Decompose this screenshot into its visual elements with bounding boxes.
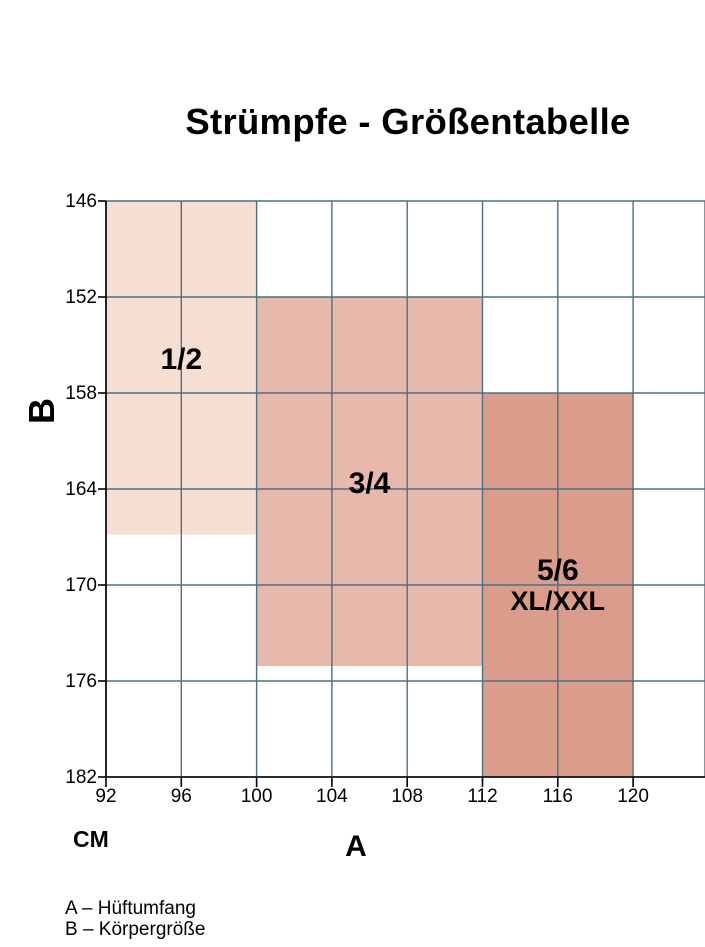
svg-text:112: 112 bbox=[467, 786, 497, 807]
svg-text:B – Körpergröße: B – Körpergröße bbox=[65, 919, 205, 940]
svg-text:A: A bbox=[345, 830, 367, 863]
svg-text:3/4: 3/4 bbox=[349, 467, 391, 500]
svg-text:1/2: 1/2 bbox=[160, 343, 202, 376]
svg-text:182: 182 bbox=[65, 767, 97, 788]
svg-text:A – Hüftumfang: A – Hüftumfang bbox=[65, 898, 196, 919]
svg-text:CM: CM bbox=[73, 826, 109, 852]
svg-text:5/6: 5/6 bbox=[537, 554, 579, 587]
svg-text:146: 146 bbox=[65, 191, 97, 212]
svg-text:104: 104 bbox=[316, 786, 348, 807]
svg-text:100: 100 bbox=[241, 786, 273, 807]
svg-text:96: 96 bbox=[171, 786, 192, 807]
svg-text:XL/XXL: XL/XXL bbox=[511, 586, 606, 616]
svg-text:170: 170 bbox=[65, 575, 97, 596]
svg-text:158: 158 bbox=[65, 383, 97, 404]
svg-text:152: 152 bbox=[65, 287, 97, 308]
svg-text:164: 164 bbox=[65, 479, 97, 500]
svg-text:120: 120 bbox=[617, 786, 649, 807]
svg-text:116: 116 bbox=[543, 786, 573, 807]
svg-text:92: 92 bbox=[95, 786, 116, 807]
svg-text:B: B bbox=[21, 398, 62, 424]
svg-text:108: 108 bbox=[391, 786, 423, 807]
svg-text:176: 176 bbox=[65, 671, 97, 692]
